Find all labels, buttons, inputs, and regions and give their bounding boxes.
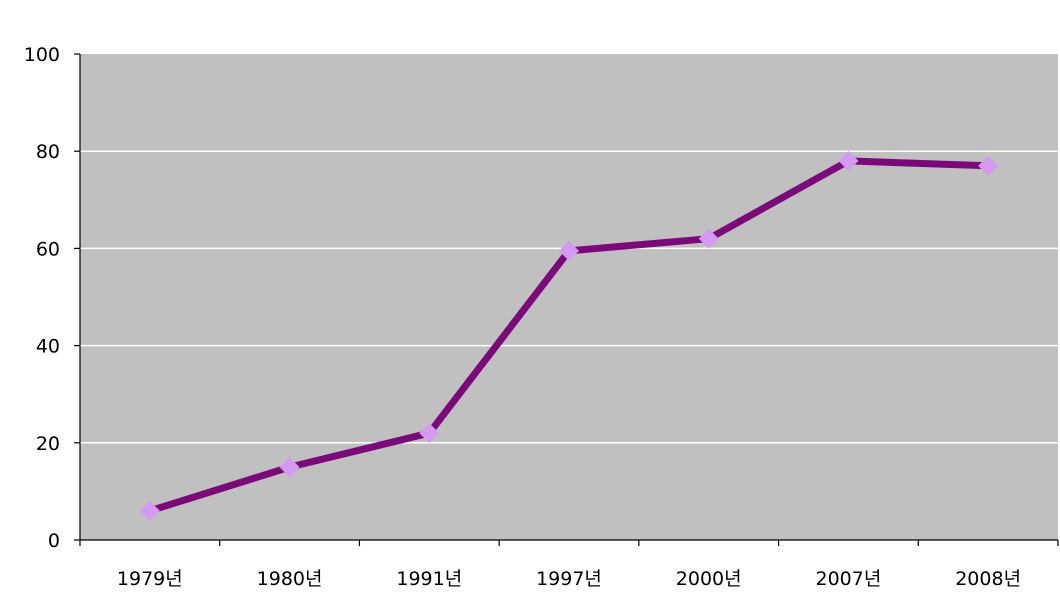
- data-point-marker: [139, 500, 160, 521]
- y-tick-label: 0: [48, 530, 60, 552]
- y-axis: 0 20 40 60 80 100: [24, 44, 81, 552]
- x-tick-label: 1991년: [396, 568, 462, 590]
- x-tick-label: 2008년: [955, 568, 1021, 590]
- y-tick-label: 40: [36, 336, 60, 358]
- data-point-marker: [698, 228, 719, 249]
- plot-area: [80, 54, 1058, 540]
- y-tick-label: 80: [36, 141, 60, 163]
- data-point-marker: [419, 423, 440, 444]
- series-line-group: [139, 150, 999, 521]
- x-tick-label: 1979년: [117, 568, 183, 590]
- x-tick-label: 1980년: [257, 568, 323, 590]
- x-tick-label: 1997년: [536, 568, 602, 590]
- x-axis: 1979년 1980년 1991년 1997년 2000년 2007년 2008년: [79, 539, 1059, 590]
- y-tick-label: 100: [24, 44, 60, 66]
- data-point-marker: [559, 240, 579, 261]
- x-tick-label: 2007년: [816, 568, 882, 590]
- y-tick-label: 60: [36, 238, 60, 260]
- y-tick-label: 20: [36, 433, 60, 455]
- data-point-marker: [978, 155, 999, 176]
- data-point-marker: [838, 150, 859, 171]
- x-tick-label: 2000년: [676, 568, 742, 590]
- data-point-marker: [279, 457, 300, 478]
